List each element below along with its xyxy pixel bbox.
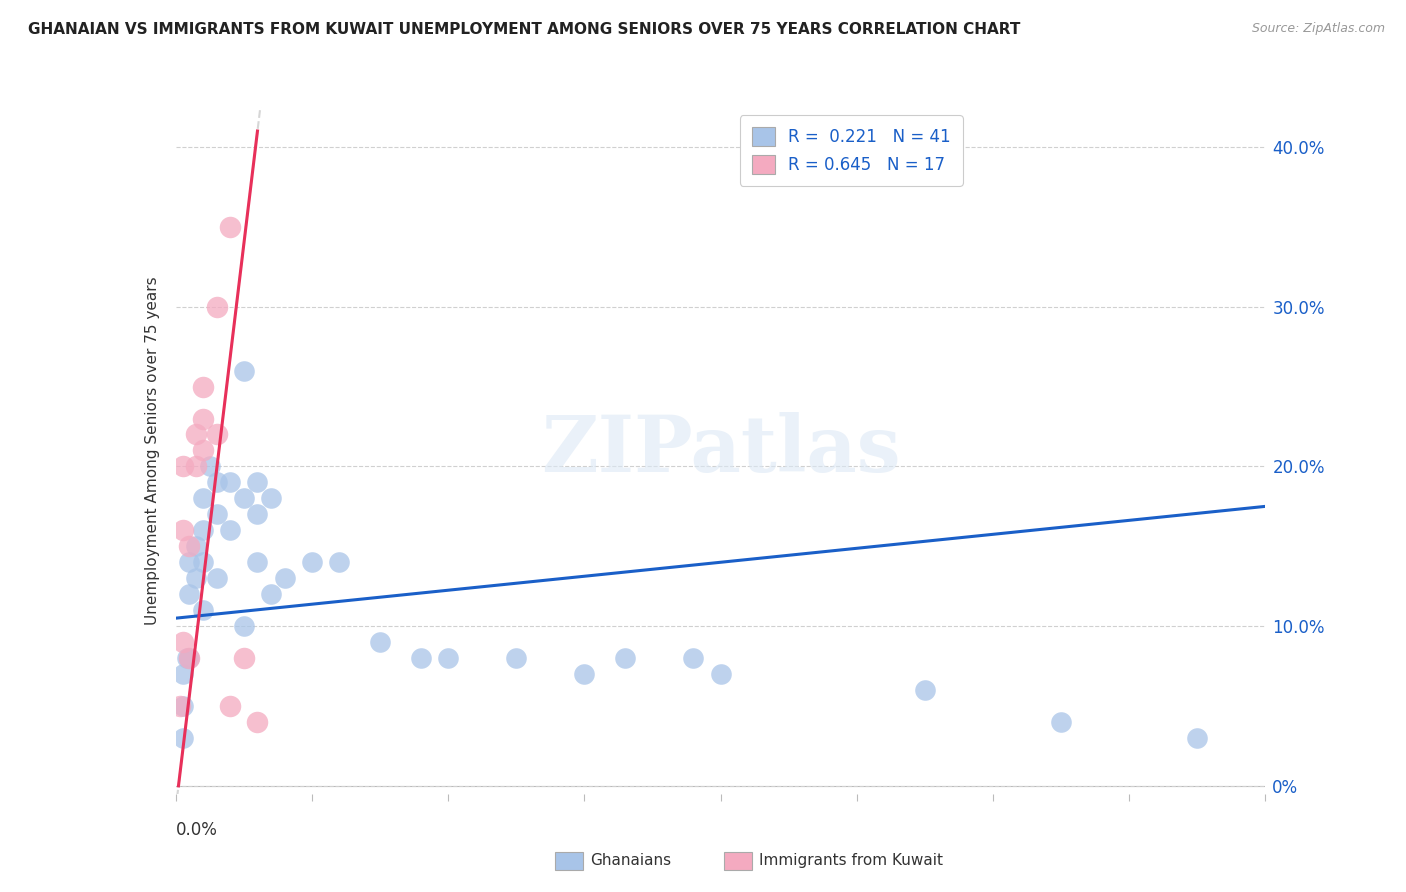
Point <box>260 491 283 506</box>
Point <box>1050 714 1073 729</box>
Text: 0.0%: 0.0% <box>176 822 218 839</box>
Point <box>191 524 214 538</box>
Point <box>172 524 194 538</box>
Y-axis label: Unemployment Among Seniors over 75 years: Unemployment Among Seniors over 75 years <box>145 277 160 624</box>
Point <box>186 571 208 585</box>
Point <box>176 651 198 665</box>
Text: Source: ZipAtlas.com: Source: ZipAtlas.com <box>1251 22 1385 36</box>
Point <box>205 300 228 314</box>
Point <box>246 475 269 490</box>
Point <box>191 491 214 506</box>
Point <box>205 475 228 490</box>
Point <box>328 555 350 569</box>
Point <box>172 667 194 681</box>
Point <box>191 603 214 617</box>
Legend: R =  0.221   N = 41, R = 0.645   N = 17: R = 0.221 N = 41, R = 0.645 N = 17 <box>740 115 963 186</box>
Point <box>260 587 283 601</box>
Point <box>219 699 242 714</box>
Point <box>232 619 254 633</box>
Point <box>172 731 194 745</box>
Point <box>219 475 242 490</box>
Point <box>219 219 242 234</box>
Point <box>191 411 214 425</box>
Point <box>186 459 208 474</box>
Point <box>205 427 228 442</box>
Point <box>437 651 460 665</box>
Text: Ghanaians: Ghanaians <box>591 854 672 868</box>
Point <box>219 524 242 538</box>
Point <box>191 379 214 393</box>
Point <box>172 699 194 714</box>
Text: ZIPatlas: ZIPatlas <box>541 412 900 489</box>
Point <box>179 539 201 553</box>
Point <box>186 427 208 442</box>
Point <box>179 587 201 601</box>
Point <box>505 651 527 665</box>
Point <box>191 443 214 458</box>
Point <box>205 571 228 585</box>
Point <box>186 539 208 553</box>
Point <box>574 667 596 681</box>
Point <box>179 555 201 569</box>
Point <box>179 651 201 665</box>
Point <box>198 459 221 474</box>
Point <box>172 459 194 474</box>
Point <box>246 508 269 522</box>
Point <box>179 651 201 665</box>
Text: GHANAIAN VS IMMIGRANTS FROM KUWAIT UNEMPLOYMENT AMONG SENIORS OVER 75 YEARS CORR: GHANAIAN VS IMMIGRANTS FROM KUWAIT UNEMP… <box>28 22 1021 37</box>
Point <box>409 651 432 665</box>
Point <box>368 635 391 649</box>
Text: Immigrants from Kuwait: Immigrants from Kuwait <box>759 854 943 868</box>
Point <box>246 555 269 569</box>
Point <box>682 651 704 665</box>
Point <box>205 508 228 522</box>
Point <box>191 555 214 569</box>
Point <box>232 651 254 665</box>
Point <box>614 651 637 665</box>
Point <box>246 714 269 729</box>
Point <box>1187 731 1209 745</box>
Point <box>169 699 191 714</box>
Point <box>232 491 254 506</box>
Point <box>301 555 323 569</box>
Point <box>232 363 254 377</box>
Point <box>274 571 297 585</box>
Point <box>914 683 936 698</box>
Point <box>172 635 194 649</box>
Point <box>710 667 733 681</box>
